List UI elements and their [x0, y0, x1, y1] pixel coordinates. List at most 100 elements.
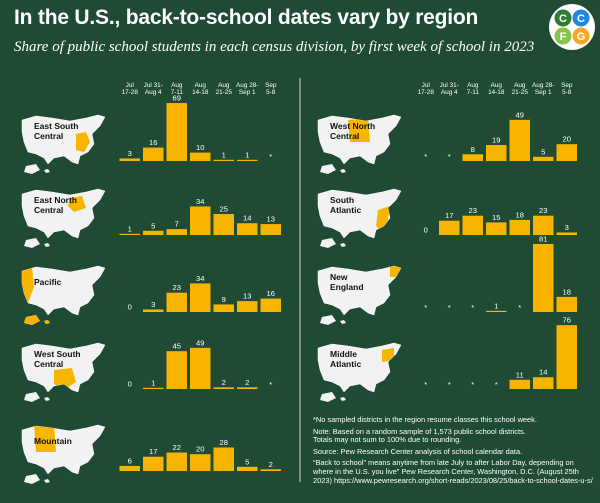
- hawaii-shape: [44, 243, 50, 247]
- header-label: Sep: [561, 82, 573, 89]
- alaska-shape: [24, 238, 40, 248]
- ccfg-logo: C C F G: [549, 4, 595, 50]
- header-label: Aug: [218, 82, 230, 89]
- bar-east-south-central-1: [143, 147, 164, 161]
- region-highlight-east-south-central: [76, 132, 90, 152]
- region-label: East South: [34, 121, 78, 131]
- us-map-east-south-central: [21, 114, 106, 174]
- region-label: Mountain: [34, 436, 72, 446]
- region-label: Central: [34, 359, 63, 369]
- value-label-south-atlantic-4: 18: [516, 210, 524, 219]
- header-label: Sep 1: [239, 89, 256, 96]
- region-label: Atlantic: [330, 359, 361, 369]
- header-label: Jul 31-: [144, 82, 163, 89]
- bar-east-south-central-4: [213, 159, 234, 161]
- value-label-pacific-1: 3: [151, 300, 155, 309]
- note-source: Source: Pew Research Center analysis of …: [313, 446, 523, 456]
- region-label: Middle: [330, 349, 357, 359]
- bar-pacific-4: [213, 304, 234, 312]
- value-label-pacific-4: 9: [222, 295, 226, 304]
- hawaii-shape: [340, 169, 346, 173]
- region-label: West South: [34, 349, 81, 359]
- hawaii-shape: [44, 169, 50, 173]
- value-label-east-south-central-0: 3: [128, 149, 132, 158]
- header-label: Sep: [265, 82, 277, 89]
- region-label: England: [330, 282, 364, 292]
- region-highlight-west-north-central: [348, 118, 370, 142]
- bar-east-south-central-2: [166, 103, 187, 161]
- bar-west-north-central-4: [509, 119, 530, 161]
- value-label-middle-atlantic-0: *: [424, 380, 427, 389]
- bar-west-north-central-3: [486, 145, 507, 161]
- bar-south-atlantic-4: [509, 219, 530, 235]
- value-label-middle-atlantic-2: *: [471, 380, 474, 389]
- bar-south-atlantic-2: [462, 215, 483, 235]
- region-highlight-east-north-central: [68, 196, 86, 212]
- value-label-east-south-central-1: 16: [149, 138, 157, 147]
- bar-east-south-central-0: [119, 158, 140, 161]
- header-label: 7-11: [171, 89, 184, 96]
- bar-pacific-3: [190, 283, 211, 312]
- region-label: South: [330, 195, 354, 205]
- notes: *No sampled districts in the region resu…: [313, 415, 595, 488]
- region-highlight-west-south-central: [54, 368, 76, 390]
- header-label: Aug 4: [145, 89, 162, 96]
- logo-letter-4: G: [577, 31, 586, 43]
- value-label-mountain-1: 17: [149, 447, 157, 456]
- us-map-east-north-central: [21, 188, 106, 248]
- value-label-new-england-5: 81: [539, 234, 547, 243]
- bar-west-south-central-4: [213, 387, 234, 389]
- value-label-new-england-4: *: [518, 303, 521, 312]
- bar-east-north-central-3: [190, 206, 211, 235]
- page-title: In the U.S., back-to-school dates vary b…: [14, 6, 479, 29]
- value-label-south-atlantic-6: 3: [565, 223, 569, 232]
- value-label-new-england-6: 18: [563, 287, 571, 296]
- value-label-south-atlantic-5: 23: [539, 206, 547, 215]
- bar-west-south-central-2: [166, 351, 187, 389]
- header-label: Jul: [422, 82, 430, 89]
- region-highlight-mountain: [34, 425, 56, 452]
- logo-dot-1: [554, 9, 572, 27]
- value-label-west-south-central-1: 1: [151, 378, 155, 387]
- hawaii-shape: [340, 243, 346, 247]
- region-label: West North: [330, 121, 375, 131]
- us-map-west-north-central: [317, 114, 402, 174]
- value-label-south-atlantic-2: 23: [469, 206, 477, 215]
- value-label-west-north-central-1: *: [448, 152, 451, 161]
- value-label-new-england-3: 1: [494, 301, 498, 310]
- header-label: 14-18: [488, 89, 505, 96]
- header-label: 5-8: [562, 89, 572, 96]
- header-label: 7-11: [467, 89, 480, 96]
- note-sample: Note: Based on a random sample of 1,573 …: [313, 426, 526, 436]
- region-label: New: [330, 272, 348, 282]
- value-label-east-north-central-2: 7: [175, 220, 179, 229]
- bar-mountain-3: [190, 454, 211, 471]
- logo-letter-3: F: [560, 31, 567, 43]
- value-label-pacific-2: 23: [173, 283, 181, 292]
- bar-mountain-1: [143, 456, 164, 471]
- value-label-new-england-1: *: [448, 303, 451, 312]
- panel-pacific: Pacific 0 3 23 34 9 13 16: [21, 265, 281, 325]
- note-citation: “Back to school” means anytime from late…: [313, 458, 593, 485]
- value-label-middle-atlantic-1: *: [448, 380, 451, 389]
- bar-pacific-6: [260, 298, 281, 312]
- bar-mountain-2: [166, 452, 187, 471]
- value-label-west-south-central-3: 49: [196, 338, 204, 347]
- value-label-mountain-2: 22: [173, 443, 181, 452]
- value-label-mountain-4: 28: [220, 438, 228, 447]
- value-label-east-south-central-2: 69: [173, 94, 181, 103]
- value-label-east-south-central-3: 10: [196, 143, 204, 152]
- value-label-east-south-central-6: *: [269, 152, 272, 161]
- bar-pacific-1: [143, 309, 164, 312]
- bar-mountain-0: [119, 465, 140, 471]
- alaska-shape: [24, 474, 40, 484]
- value-label-east-south-central-5: 1: [245, 150, 249, 159]
- logo-dot-4: [572, 27, 590, 45]
- bar-west-south-central-1: [143, 387, 164, 389]
- value-label-west-south-central-0: 0: [128, 380, 132, 389]
